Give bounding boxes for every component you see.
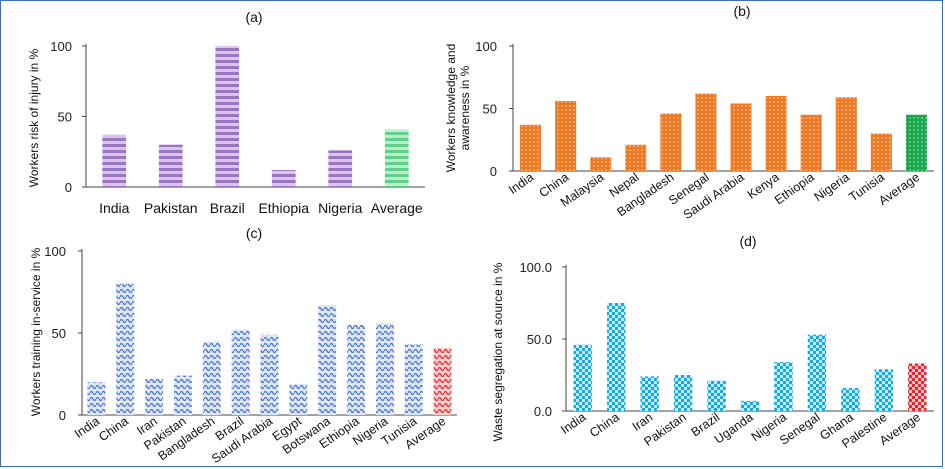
panel-b-y-label: Workers knowledge andawareness in % — [444, 44, 472, 173]
category-label: India — [99, 200, 130, 216]
bar — [606, 303, 626, 411]
category-label: Nigeria — [318, 200, 363, 216]
category-label: Ethiopia — [772, 170, 817, 207]
panel-c-title: (c) — [246, 225, 262, 241]
category-label: Average — [876, 170, 922, 208]
bar — [328, 150, 353, 187]
bar — [800, 114, 822, 171]
bar — [740, 400, 760, 411]
bar — [215, 46, 240, 187]
bar-average — [384, 129, 409, 187]
y-tick-label: 0 — [490, 164, 497, 179]
bar — [874, 369, 894, 411]
panel-a-y-label: Workers risk of injury in % — [27, 48, 41, 187]
category-label: Brazil — [210, 200, 245, 216]
bar — [404, 344, 423, 415]
y-tick-label: 50 — [58, 110, 72, 125]
y-tick-label: 0 — [65, 180, 72, 195]
bar — [673, 375, 693, 411]
category-label: Nigeria — [812, 170, 853, 204]
panel-d-y-label: Waste segregation at source in % — [491, 262, 505, 441]
bar-average — [908, 363, 927, 411]
bar-average — [433, 347, 452, 415]
y-tick-label: 100.0 — [519, 260, 552, 275]
panel-d: (d) 0.0 50.0 100.0 Waste segregation at sour… — [491, 233, 934, 451]
category-label: India — [506, 170, 536, 197]
bar — [774, 362, 793, 411]
bar — [289, 383, 308, 415]
y-tick-label: 0 — [59, 408, 66, 423]
bar — [102, 134, 127, 187]
bar — [260, 334, 279, 415]
category-label: India — [72, 414, 102, 441]
bar — [730, 103, 752, 171]
bar — [318, 305, 337, 415]
y-tick-label: 100 — [475, 39, 497, 54]
bar — [841, 387, 860, 411]
bar-average — [905, 114, 927, 171]
category-label: Average — [371, 200, 423, 216]
bar — [174, 375, 192, 415]
y-tick-label: 50.0 — [527, 332, 552, 347]
bar — [116, 283, 135, 415]
bar — [158, 144, 183, 187]
panel-b-title: (b) — [733, 3, 750, 19]
bar — [87, 382, 106, 415]
category-label: China — [587, 410, 622, 440]
y-tick-label: 100 — [50, 39, 72, 54]
bar — [202, 341, 221, 415]
panel-a: (a) 0 50 100 Workers risk of injury in % Indi… — [27, 9, 425, 216]
y-tick-label: 100 — [44, 244, 66, 259]
panel-c-y-label: Workers training in-service in % — [29, 247, 43, 416]
bar — [573, 344, 592, 411]
bar — [271, 170, 296, 187]
y-tick-label: 50 — [483, 102, 497, 117]
bar — [807, 334, 827, 411]
bar — [625, 144, 647, 171]
bar — [660, 113, 682, 171]
bar — [231, 329, 250, 415]
y-tick-label: 50 — [52, 326, 66, 341]
category-label: Pakistan — [144, 200, 198, 216]
bar — [640, 376, 659, 411]
bar — [520, 124, 542, 171]
category-label: Uganda — [712, 410, 756, 447]
panel-d-title: (d) — [739, 233, 756, 249]
category-label: Ethiopia — [258, 200, 309, 216]
bar — [375, 323, 394, 415]
panel-a-title: (a) — [245, 9, 262, 25]
bar — [347, 324, 365, 415]
bar — [765, 96, 787, 171]
bar — [707, 380, 726, 411]
bar — [695, 93, 717, 171]
bar — [835, 97, 857, 171]
bar — [145, 378, 164, 415]
category-label: China — [96, 414, 131, 444]
bar — [590, 157, 612, 171]
bar — [870, 133, 892, 171]
bar — [555, 101, 577, 171]
category-label: India — [558, 410, 588, 437]
y-tick-label: 0.0 — [534, 404, 552, 419]
